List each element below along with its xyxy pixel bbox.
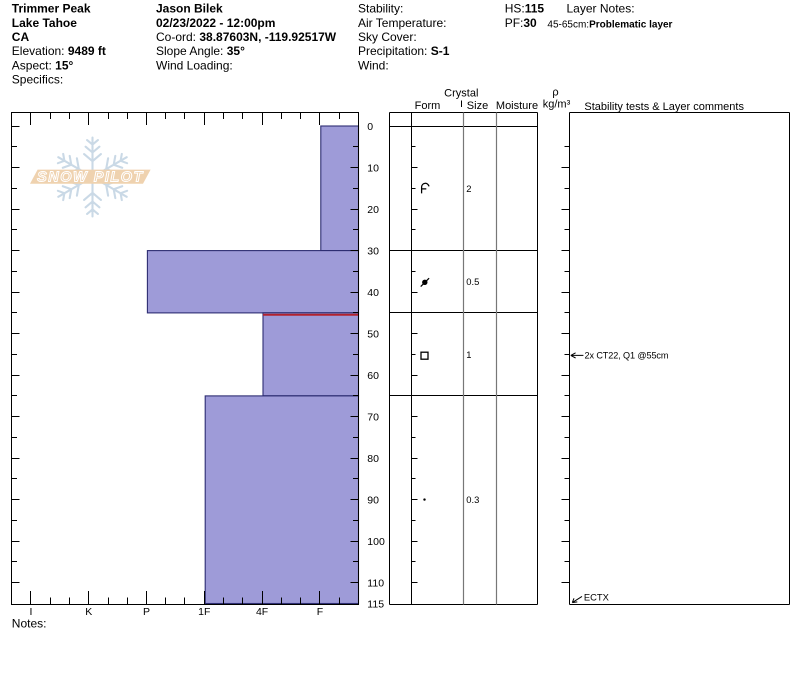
svg-text:Lake Tahoe: Lake Tahoe (12, 16, 77, 30)
svg-text:0.3: 0.3 (466, 494, 479, 505)
svg-text:P: P (143, 606, 150, 618)
svg-text:Stability:: Stability: (358, 2, 403, 16)
svg-text:0: 0 (367, 121, 373, 133)
svg-text:Elevation: 9489 ft: Elevation: 9489 ft (12, 44, 106, 58)
svg-text:CA: CA (12, 30, 30, 44)
svg-text:Layer Notes:: Layer Notes: (567, 2, 635, 16)
svg-text:Stability tests & Layer commen: Stability tests & Layer comments (584, 101, 744, 113)
svg-text:F: F (317, 606, 323, 618)
svg-text:45-65cm:Problematic layer: 45-65cm:Problematic layer (547, 19, 672, 30)
svg-text:Jason Bilek: Jason Bilek (156, 2, 223, 16)
svg-text:0.5: 0.5 (466, 276, 479, 287)
svg-text:Co-ord: 38.87603N, -119.92517W: Co-ord: 38.87603N, -119.92517W (156, 30, 337, 44)
svg-text:ρ: ρ (552, 87, 558, 99)
svg-text:02/23/2022 - 12:00pm: 02/23/2022 - 12:00pm (156, 16, 275, 30)
svg-text:40: 40 (367, 287, 379, 299)
svg-text:HS:115: HS:115 (505, 2, 545, 16)
svg-text:90: 90 (367, 494, 379, 506)
svg-text:Trimmer Peak: Trimmer Peak (12, 2, 91, 16)
svg-text:80: 80 (367, 453, 379, 465)
svg-text:Precipitation: S-1: Precipitation: S-1 (358, 44, 450, 58)
svg-text:Aspect: 15°: Aspect: 15° (12, 58, 74, 72)
svg-text:SNOW PILOT: SNOW PILOT (37, 170, 144, 186)
svg-text:ECTX: ECTX (584, 592, 610, 603)
svg-text:Air Temperature:: Air Temperature: (358, 16, 446, 30)
svg-text:10: 10 (367, 162, 379, 174)
svg-text:60: 60 (367, 370, 379, 382)
svg-text:1: 1 (466, 349, 471, 360)
svg-text:Sky Cover:: Sky Cover: (358, 30, 417, 44)
svg-text:Wind Loading:: Wind Loading: (156, 58, 233, 72)
svg-text:20: 20 (367, 204, 379, 216)
svg-text:Slope Angle: 35°: Slope Angle: 35° (156, 44, 245, 58)
svg-text:I: I (29, 606, 32, 618)
svg-text:115: 115 (367, 598, 384, 610)
svg-text:kg/m³: kg/m³ (543, 99, 571, 111)
svg-text:50: 50 (367, 328, 379, 340)
svg-text:Notes:: Notes: (12, 617, 47, 631)
svg-text:4F: 4F (256, 606, 268, 618)
svg-text:Form: Form (415, 100, 441, 112)
svg-text:30: 30 (367, 245, 379, 257)
svg-text:1F: 1F (198, 606, 210, 618)
svg-text:PF:30: PF:30 (505, 16, 537, 30)
svg-text:70: 70 (367, 411, 379, 423)
svg-text:Size: Size (467, 100, 488, 112)
svg-text:2: 2 (466, 183, 471, 194)
svg-text:110: 110 (367, 578, 384, 590)
svg-text:Wind:: Wind: (358, 58, 389, 72)
svg-text:Moisture: Moisture (496, 100, 538, 112)
svg-text:Specifics:: Specifics: (12, 73, 63, 87)
svg-text:100: 100 (367, 536, 385, 548)
svg-text:K: K (85, 606, 92, 618)
svg-text:2x CT22, Q1 @55cm: 2x CT22, Q1 @55cm (585, 351, 669, 361)
svg-text:Crystal: Crystal (444, 88, 478, 100)
